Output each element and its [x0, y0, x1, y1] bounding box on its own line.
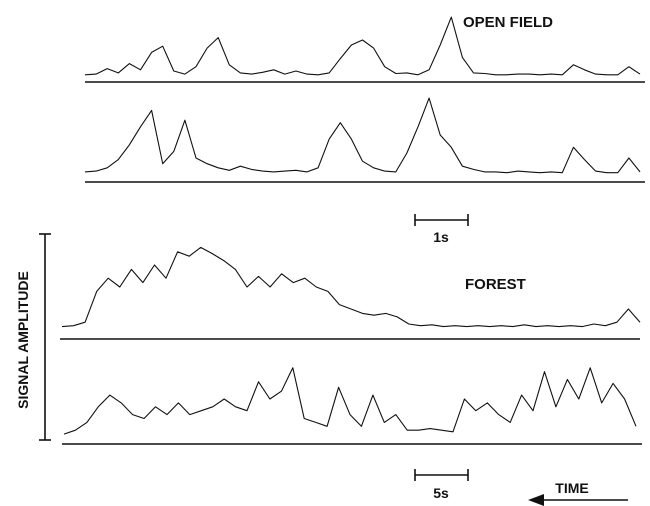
forest-trace-2	[63, 367, 637, 435]
y-axis-label: SIGNAL AMPLITUDE	[15, 271, 31, 409]
y-axis	[39, 233, 51, 441]
forest-title: FOREST	[465, 276, 526, 293]
scale-bar-1s-label: 1s	[433, 229, 449, 245]
time-label: TIME	[555, 480, 588, 496]
scale-bar-5s	[414, 469, 469, 481]
open-field-trace-1	[84, 16, 641, 76]
time-arrow-icon	[528, 494, 628, 506]
scale-bar-1s	[414, 214, 469, 226]
open-field-trace-2	[84, 97, 641, 174]
open-field-title: OPEN FIELD	[463, 14, 553, 31]
forest-trace-1	[61, 246, 641, 328]
scale-bar-5s-label: 5s	[433, 485, 449, 501]
